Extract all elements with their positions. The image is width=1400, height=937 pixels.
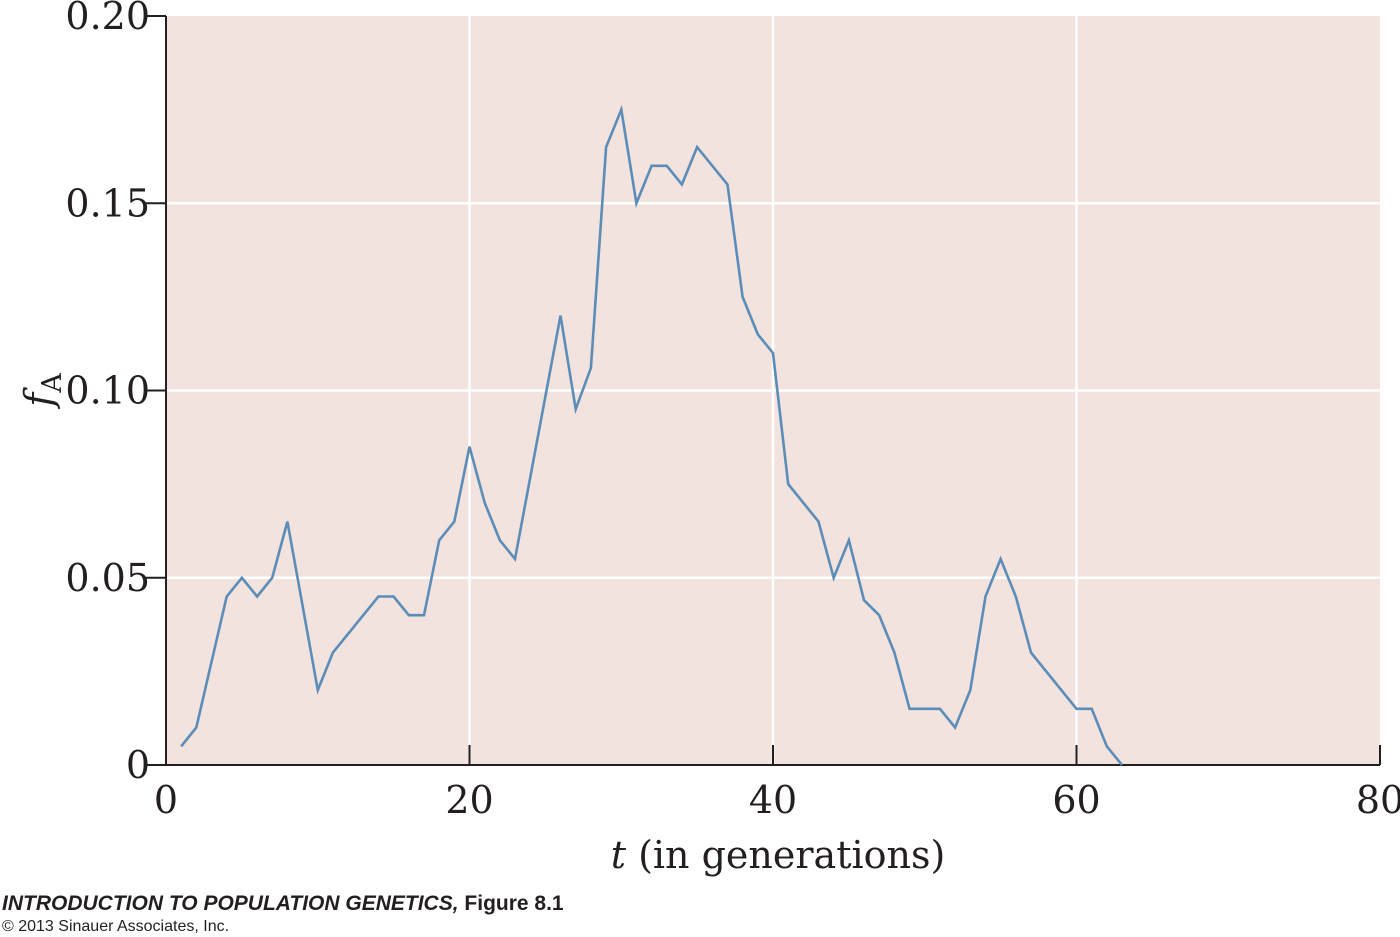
credit-title-line: INTRODUCTION TO POPULATION GENETICS, Fig… — [2, 891, 564, 917]
x-tick-label: 60 — [1052, 778, 1100, 822]
x-tick-label: 40 — [749, 778, 797, 822]
x-axis-label-variable: t — [611, 833, 627, 877]
data-series — [180, 104, 1124, 766]
x-axis-label: t (in generations) — [611, 833, 946, 877]
y-tick-label: 0.20 — [65, 0, 150, 38]
x-tick-label: 80 — [1356, 778, 1400, 822]
ticks: 0 0.05 0.10 0.15 0.20 0 20 40 60 80 — [65, 0, 1400, 822]
y-axis-label: fA — [17, 373, 68, 410]
book-title: INTRODUCTION TO POPULATION GENETICS, — [2, 892, 459, 915]
figure-number: Figure 8.1 — [458, 892, 564, 915]
y-tick-label: 0.10 — [65, 369, 150, 413]
y-tick-label: 0.05 — [65, 556, 150, 600]
copyright-text: © 2013 Sinauer Associates, Inc. — [2, 918, 230, 935]
x-tick-label: 0 — [154, 778, 178, 822]
y-tick-label: 0.15 — [65, 181, 150, 225]
y-tick-label: 0 — [126, 743, 150, 787]
line-chart: 0 0.05 0.10 0.15 0.20 0 20 40 60 80 t (in generat… — [17, 0, 1400, 877]
frequency-line — [180, 104, 1124, 766]
x-axis-label-text: (in generations) — [626, 833, 945, 877]
grid-lines — [166, 16, 1380, 765]
figure-credit: INTRODUCTION TO POPULATION GENETICS, Fig… — [2, 891, 564, 937]
y-axis-label-sub: A — [37, 373, 68, 394]
x-tick-label: 20 — [445, 778, 493, 822]
